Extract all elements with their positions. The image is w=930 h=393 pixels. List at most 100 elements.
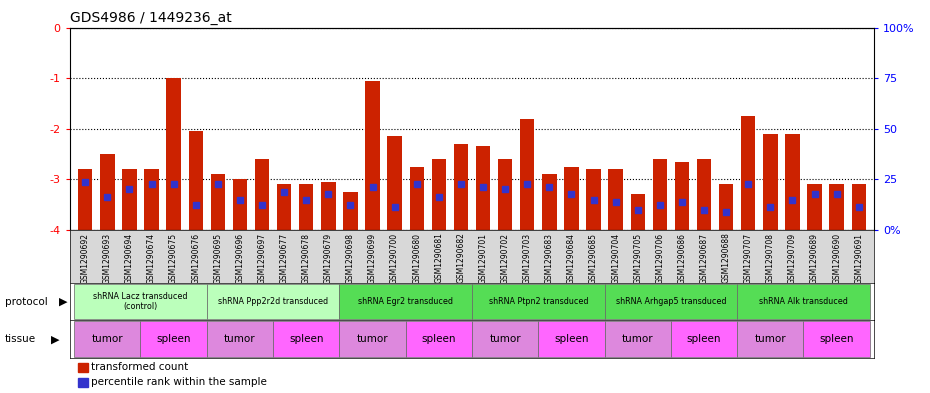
Text: GSM1290687: GSM1290687 xyxy=(699,233,709,284)
FancyBboxPatch shape xyxy=(339,284,472,319)
Text: GSM1290698: GSM1290698 xyxy=(346,233,355,284)
FancyBboxPatch shape xyxy=(472,321,538,356)
Bar xyxy=(166,78,180,230)
Text: ▶: ▶ xyxy=(59,297,67,307)
Text: spleen: spleen xyxy=(819,334,854,344)
Bar xyxy=(277,184,291,230)
Text: GSM1290703: GSM1290703 xyxy=(523,233,532,284)
Text: GSM1290697: GSM1290697 xyxy=(258,233,267,284)
Bar xyxy=(210,174,225,230)
Bar xyxy=(741,116,755,230)
FancyBboxPatch shape xyxy=(206,321,273,356)
Text: GSM1290684: GSM1290684 xyxy=(567,233,576,284)
Text: GSM1290690: GSM1290690 xyxy=(832,233,841,284)
Text: spleen: spleen xyxy=(156,334,191,344)
Text: percentile rank within the sample: percentile rank within the sample xyxy=(91,377,267,387)
Text: shRNA Ptpn2 transduced: shRNA Ptpn2 transduced xyxy=(488,297,588,306)
Bar xyxy=(785,134,800,230)
Text: GSM1290688: GSM1290688 xyxy=(722,233,731,283)
Bar xyxy=(719,184,734,230)
Bar xyxy=(520,119,535,230)
Text: shRNA Arhgap5 transduced: shRNA Arhgap5 transduced xyxy=(616,297,726,306)
Text: GSM1290683: GSM1290683 xyxy=(545,233,554,284)
Bar xyxy=(697,159,711,230)
Bar xyxy=(653,159,667,230)
Text: GSM1290689: GSM1290689 xyxy=(810,233,819,284)
FancyBboxPatch shape xyxy=(671,321,737,356)
Text: tumor: tumor xyxy=(489,334,521,344)
FancyBboxPatch shape xyxy=(538,321,604,356)
Text: tumor: tumor xyxy=(622,334,654,344)
Text: tumor: tumor xyxy=(754,334,786,344)
Bar xyxy=(675,162,689,230)
Bar xyxy=(100,154,114,230)
Text: GSM1290677: GSM1290677 xyxy=(280,233,288,284)
Text: GSM1290700: GSM1290700 xyxy=(390,233,399,284)
Text: shRNA Egr2 transduced: shRNA Egr2 transduced xyxy=(358,297,453,306)
Text: GSM1290705: GSM1290705 xyxy=(633,233,643,284)
Bar xyxy=(365,81,379,230)
FancyBboxPatch shape xyxy=(206,284,339,319)
Text: GSM1290704: GSM1290704 xyxy=(611,233,620,284)
Text: ▶: ▶ xyxy=(51,334,60,344)
Text: GSM1290675: GSM1290675 xyxy=(169,233,179,284)
Text: GSM1290694: GSM1290694 xyxy=(125,233,134,284)
Text: GSM1290706: GSM1290706 xyxy=(656,233,664,284)
Bar xyxy=(343,192,358,230)
Text: GSM1290678: GSM1290678 xyxy=(301,233,311,284)
Text: shRNA Ppp2r2d transduced: shRNA Ppp2r2d transduced xyxy=(218,297,328,306)
Bar xyxy=(78,169,92,230)
Text: GDS4986 / 1449236_at: GDS4986 / 1449236_at xyxy=(70,11,232,25)
Text: GSM1290699: GSM1290699 xyxy=(368,233,377,284)
Bar xyxy=(189,131,203,230)
FancyBboxPatch shape xyxy=(273,321,339,356)
Bar xyxy=(144,169,159,230)
Text: GSM1290679: GSM1290679 xyxy=(324,233,333,284)
Text: GSM1290676: GSM1290676 xyxy=(192,233,200,284)
Text: protocol: protocol xyxy=(5,297,47,307)
Text: GSM1290682: GSM1290682 xyxy=(457,233,465,283)
Text: GSM1290681: GSM1290681 xyxy=(434,233,444,283)
Bar xyxy=(608,169,623,230)
Text: spleen: spleen xyxy=(421,334,456,344)
FancyBboxPatch shape xyxy=(804,321,870,356)
Bar xyxy=(764,134,777,230)
Bar xyxy=(299,184,313,230)
Bar xyxy=(542,174,556,230)
Bar xyxy=(409,167,424,230)
Bar xyxy=(122,169,137,230)
Bar xyxy=(255,159,269,230)
Bar xyxy=(78,363,88,372)
Text: GSM1290702: GSM1290702 xyxy=(500,233,510,284)
Text: GSM1290692: GSM1290692 xyxy=(81,233,89,284)
FancyBboxPatch shape xyxy=(140,321,206,356)
FancyBboxPatch shape xyxy=(604,284,737,319)
Bar xyxy=(631,195,644,230)
Text: tumor: tumor xyxy=(224,334,256,344)
FancyBboxPatch shape xyxy=(339,321,405,356)
FancyBboxPatch shape xyxy=(74,321,140,356)
Text: spleen: spleen xyxy=(554,334,589,344)
Text: GSM1290696: GSM1290696 xyxy=(235,233,245,284)
Bar xyxy=(321,182,336,230)
Text: shRNA Lacz transduced
(control): shRNA Lacz transduced (control) xyxy=(93,292,188,311)
Text: tissue: tissue xyxy=(5,334,35,344)
Bar xyxy=(498,159,512,230)
FancyBboxPatch shape xyxy=(604,321,671,356)
Text: GSM1290680: GSM1290680 xyxy=(412,233,421,284)
Text: GSM1290685: GSM1290685 xyxy=(589,233,598,284)
Text: GSM1290701: GSM1290701 xyxy=(479,233,487,284)
Bar xyxy=(454,144,468,230)
Text: tumor: tumor xyxy=(91,334,123,344)
Text: transformed count: transformed count xyxy=(91,362,189,372)
FancyBboxPatch shape xyxy=(472,284,604,319)
Text: spleen: spleen xyxy=(686,334,722,344)
Bar xyxy=(830,184,844,230)
Text: GSM1290695: GSM1290695 xyxy=(213,233,222,284)
Bar xyxy=(432,159,446,230)
Bar xyxy=(476,147,490,230)
Text: shRNA Alk transduced: shRNA Alk transduced xyxy=(759,297,848,306)
FancyBboxPatch shape xyxy=(405,321,472,356)
Text: GSM1290708: GSM1290708 xyxy=(765,233,775,284)
Text: GSM1290693: GSM1290693 xyxy=(103,233,112,284)
